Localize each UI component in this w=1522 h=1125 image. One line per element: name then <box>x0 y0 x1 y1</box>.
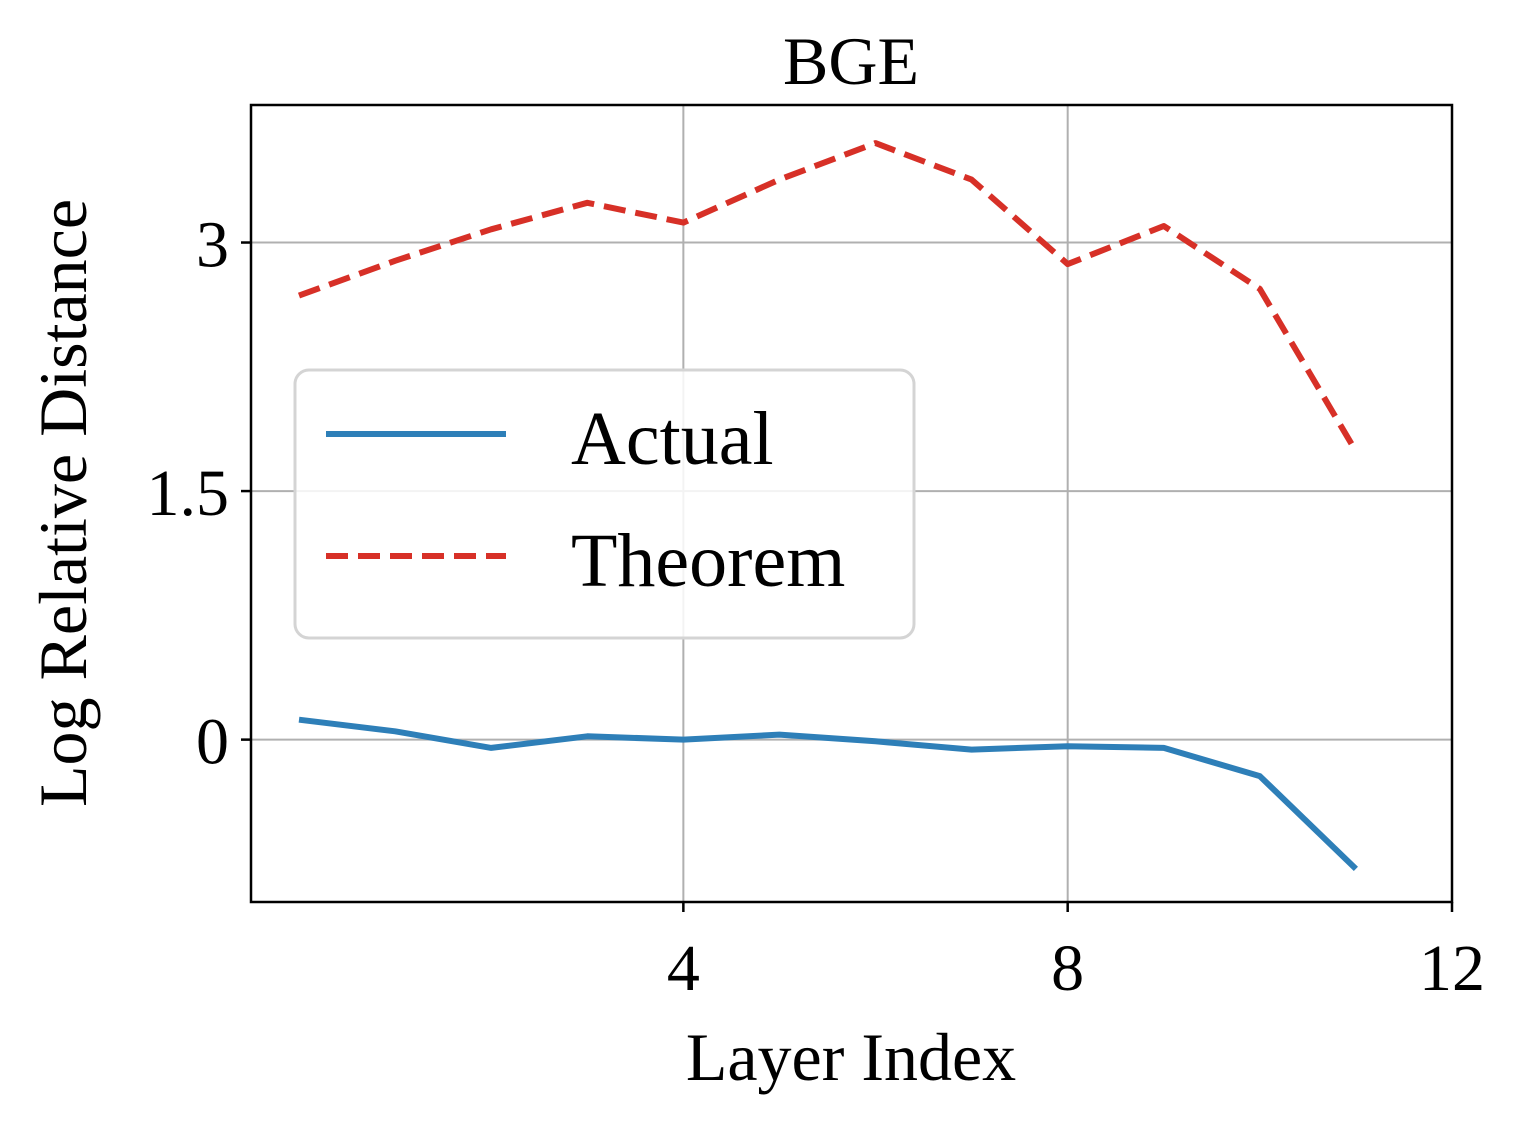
x-tick-label: 4 <box>667 932 700 1005</box>
y-tick-label: 1.5 <box>147 457 230 530</box>
y-tick-label: 0 <box>196 706 229 779</box>
y-axis-label: Log Relative Distance <box>25 199 101 807</box>
x-axis-label: Layer Index <box>686 1019 1016 1095</box>
legend-label-theorem: Theorem <box>571 519 845 603</box>
x-tick-label: 12 <box>1419 932 1485 1005</box>
series-line-theorem <box>297 140 1359 453</box>
chart-title: BGE <box>783 23 919 99</box>
plot-frame <box>249 103 1454 904</box>
series-lines <box>297 140 1359 872</box>
legend: Actual Theorem <box>293 368 916 640</box>
y-tick-label: 3 <box>196 209 229 282</box>
x-tick-label: 8 <box>1051 932 1084 1005</box>
series-line-actual <box>298 716 1358 872</box>
axis-ticks: 4 8 12 0 1.5 3 <box>147 209 1486 1005</box>
legend-label-actual: Actual <box>571 397 774 481</box>
